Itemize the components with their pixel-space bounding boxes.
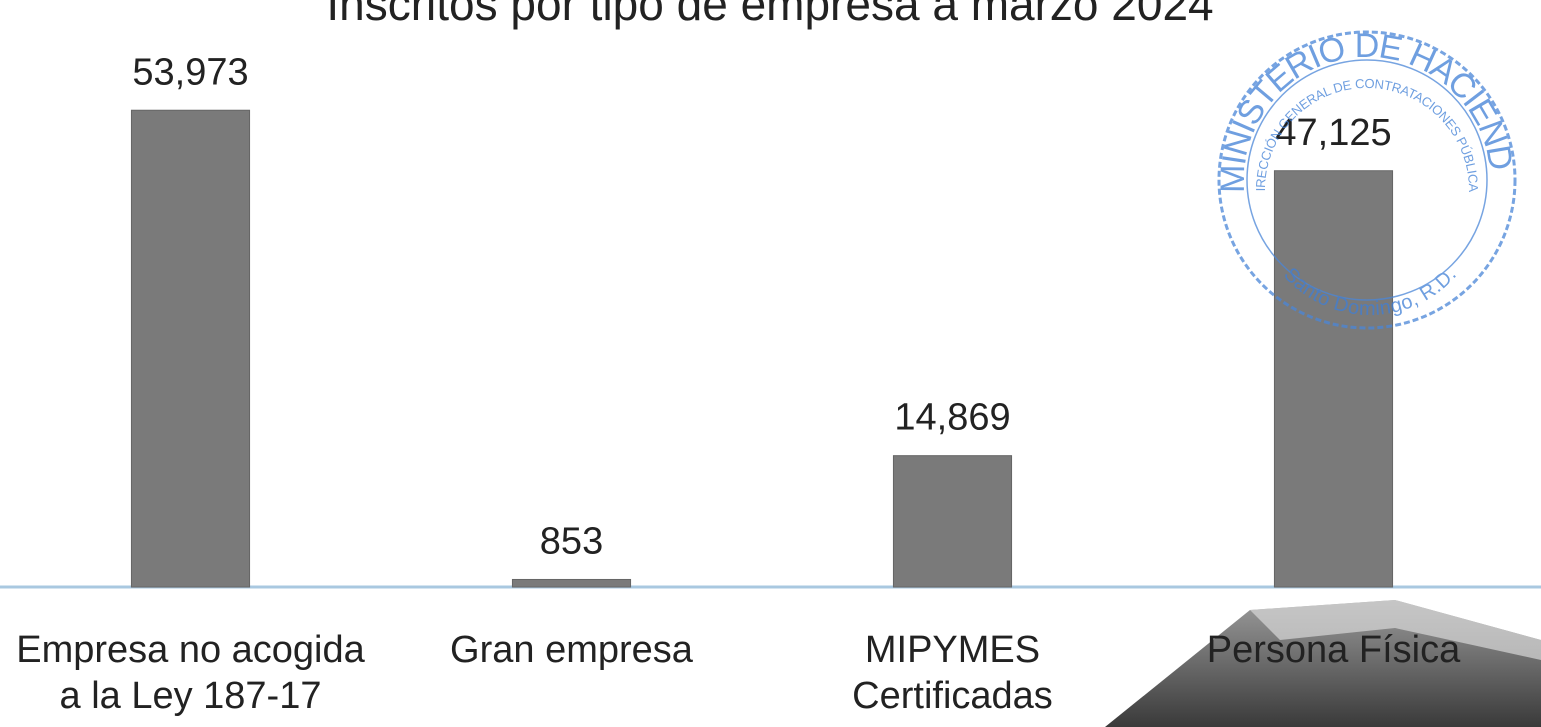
bar — [511, 578, 632, 588]
x-tick-label: Empresa no acogida a la Ley 187-17 — [16, 629, 365, 717]
chart-title: Inscritos por tipo de empresa a marzo 20… — [326, 0, 1213, 30]
bar — [130, 109, 251, 588]
stamp-ring-inner — [1246, 59, 1488, 301]
x-tick-label: Persona Física — [1206, 629, 1461, 671]
bar — [1273, 170, 1394, 588]
stamp-ring — [1217, 30, 1517, 330]
bar — [892, 455, 1013, 588]
value-label: 47,125 — [1275, 112, 1391, 154]
x-tick-label: MIPYMES Certificadas — [852, 629, 1053, 717]
value-label: 14,869 — [894, 397, 1010, 439]
value-label: 53,973 — [132, 51, 248, 93]
bars: 53,973 853 14,869 47,125 — [130, 51, 1394, 588]
value-label: 853 — [540, 520, 603, 562]
x-tick-label: Gran empresa — [450, 629, 693, 671]
roof-edge — [1250, 600, 1541, 660]
